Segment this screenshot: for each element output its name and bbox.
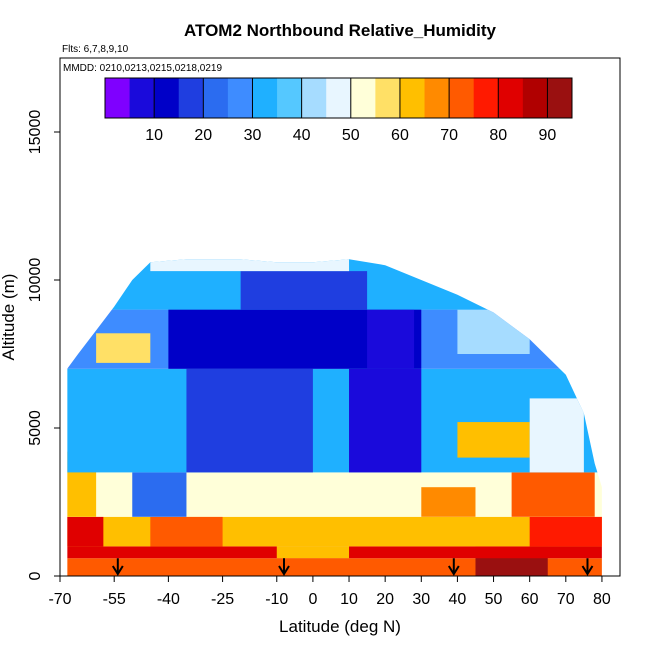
colorbar-swatch (252, 78, 278, 118)
rh-region (150, 259, 350, 272)
plot-frame (59, 57, 621, 577)
flights-note: Flts: 6,7,8,9,10 (62, 44, 129, 55)
x-tick-label: -40 (157, 591, 180, 608)
x-tick-label: -70 (48, 591, 71, 608)
rh-region (349, 368, 422, 473)
colorbar-tick-label: 70 (440, 127, 458, 144)
rh-region (421, 487, 476, 517)
colorbar-frame (104, 77, 573, 119)
x-tick-label: 70 (557, 591, 575, 608)
colorbar-swatch (399, 78, 426, 118)
colorbar-tick-label: 60 (391, 127, 409, 144)
rh-region (529, 398, 584, 473)
y-tick-label: 5000 (27, 410, 44, 446)
y-axis: 0 5000 10000 15000 (27, 110, 60, 580)
rh-region (67, 516, 104, 547)
colorbar-tick-label: 10 (145, 127, 163, 144)
colorbar-tick-label: 30 (244, 127, 262, 144)
rh-region (240, 271, 368, 310)
y-axis-title: Altitude (m) (0, 274, 18, 361)
y-tick-label: 10000 (27, 258, 44, 303)
colorbar-swatch (375, 78, 401, 118)
colorbar-swatch (424, 78, 450, 118)
colorbar-tick-label: 80 (489, 127, 507, 144)
colorbar-swatch (498, 78, 524, 118)
dates-note: MMDD: 0210,0213,0215,0218,0219 (63, 63, 222, 74)
colorbar-swatch (350, 78, 376, 118)
colorbar-swatch (301, 78, 327, 118)
x-axis: -70 -55 -40 -25 -10 0 10 20 30 40 50 60 70 80 (48, 576, 611, 608)
x-tick-label: 20 (376, 591, 394, 608)
colorbar-tick-label: 20 (194, 127, 212, 144)
rh-region (276, 546, 350, 559)
rh-region (67, 558, 602, 576)
rh-region (186, 368, 313, 473)
profile-markers (111, 558, 594, 576)
x-tick-label: 0 (308, 591, 317, 608)
colorbar-swatch (473, 78, 499, 118)
x-tick-label: 60 (521, 591, 539, 608)
rh-region (457, 309, 530, 354)
colorbar: 10 20 30 40 50 60 70 80 90 (104, 77, 573, 144)
rh-region (132, 472, 187, 517)
x-tick-label: -10 (265, 591, 288, 608)
profile-marker-head (581, 565, 594, 576)
profile-marker-head (278, 565, 290, 576)
rh-region (150, 516, 223, 547)
colorbar-tick-label: 40 (293, 127, 311, 144)
colorbar-tick-label: 90 (539, 127, 557, 144)
y-tick-label: 15000 (27, 110, 44, 155)
x-tick-label: 50 (485, 591, 503, 608)
colorbar-swatch (547, 78, 573, 118)
colorbar-swatch (178, 78, 204, 118)
chart-title: ATOM2 Northbound Relative_Humidity (184, 21, 497, 40)
colorbar-tick-label: 50 (342, 127, 360, 144)
x-tick-label: -55 (103, 591, 126, 608)
plot-area (67, 259, 602, 576)
profile-marker-head (447, 565, 460, 576)
colorbar-swatch (522, 78, 548, 118)
colorbar-swatch (154, 78, 180, 118)
rh-region (457, 422, 530, 458)
colorbar-swatch (129, 78, 155, 118)
rh-region (367, 309, 415, 369)
profile-marker-head (111, 565, 124, 576)
colorbar-swatch (105, 78, 131, 118)
colorbar-swatch (326, 78, 352, 118)
x-tick-label: 80 (593, 591, 611, 608)
humidity-field (67, 259, 602, 576)
x-tick-label: 40 (449, 591, 467, 608)
rh-region (96, 333, 151, 363)
x-axis-title: Latitude (deg N) (279, 617, 401, 636)
colorbar-swatch (203, 78, 229, 118)
rh-region (67, 516, 602, 547)
y-tick-label: 0 (27, 571, 44, 580)
colorbar-swatch (277, 78, 303, 118)
rh-region (529, 516, 602, 547)
x-tick-label: -25 (211, 591, 234, 608)
x-tick-label: 10 (340, 591, 358, 608)
colorbar-swatch (449, 78, 475, 118)
rh-region (511, 472, 595, 517)
colorbar-swatch (227, 78, 253, 118)
x-tick-label: 30 (412, 591, 430, 608)
